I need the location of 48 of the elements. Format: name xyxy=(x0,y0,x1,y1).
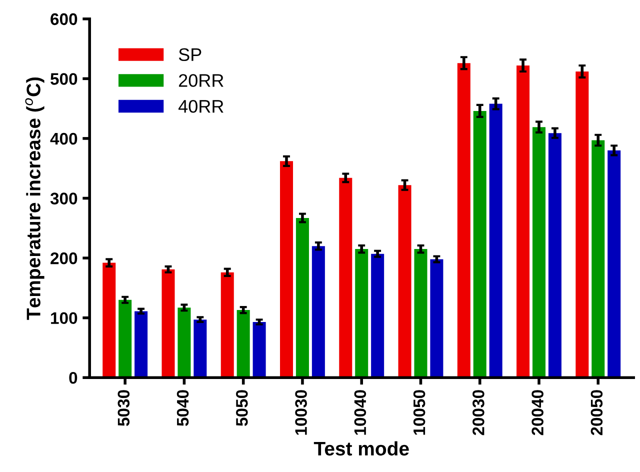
bar xyxy=(371,254,384,378)
bar xyxy=(592,140,605,378)
x-tick-label: 20030 xyxy=(472,390,484,436)
y-tick-label: 300 xyxy=(50,192,78,204)
legend-label: 20RR xyxy=(178,74,224,87)
x-tick-label: 5030 xyxy=(118,390,130,426)
bar xyxy=(457,63,470,378)
bar xyxy=(355,249,368,378)
bar xyxy=(398,185,412,378)
bar xyxy=(280,161,294,378)
x-tick-label: 5040 xyxy=(176,390,189,426)
x-tick-label: 5050 xyxy=(236,390,248,426)
bar xyxy=(102,262,116,378)
bar xyxy=(576,71,589,378)
bar xyxy=(548,133,562,378)
x-tick-label: 10040 xyxy=(354,390,366,435)
bar xyxy=(134,311,148,378)
bar xyxy=(608,150,621,378)
bar xyxy=(430,259,444,378)
bar xyxy=(532,127,546,378)
x-tick-label: 20040 xyxy=(532,390,544,436)
bar xyxy=(414,249,428,378)
y-tick-label: 400 xyxy=(50,132,78,145)
x-tick-label: 20050 xyxy=(590,390,603,436)
legend-label: 40RR xyxy=(178,100,224,113)
bar xyxy=(194,320,207,378)
bar xyxy=(162,269,175,378)
y-axis-title: Temperature increase ($^{o}$C) xyxy=(25,77,44,320)
bar xyxy=(220,272,234,378)
bar xyxy=(473,110,486,378)
x-tick-label: 10050 xyxy=(413,390,426,435)
x-axis-title: Test mode xyxy=(314,441,409,456)
bar xyxy=(516,66,530,378)
y-tick-label: 100 xyxy=(51,312,78,324)
x-tick-label: 10030 xyxy=(295,390,307,435)
bar xyxy=(118,300,132,378)
bar xyxy=(339,178,352,378)
legend-label: SP xyxy=(178,48,202,62)
y-tick-label: 0 xyxy=(69,372,78,384)
y-tick-label: 500 xyxy=(50,73,78,85)
bar xyxy=(489,104,502,378)
y-tick-label: 200 xyxy=(50,252,78,264)
bar xyxy=(252,322,266,378)
bar xyxy=(296,218,309,378)
bar xyxy=(236,310,250,378)
bar xyxy=(178,308,191,378)
y-tick-label: 600 xyxy=(50,13,78,26)
bar xyxy=(312,246,325,378)
